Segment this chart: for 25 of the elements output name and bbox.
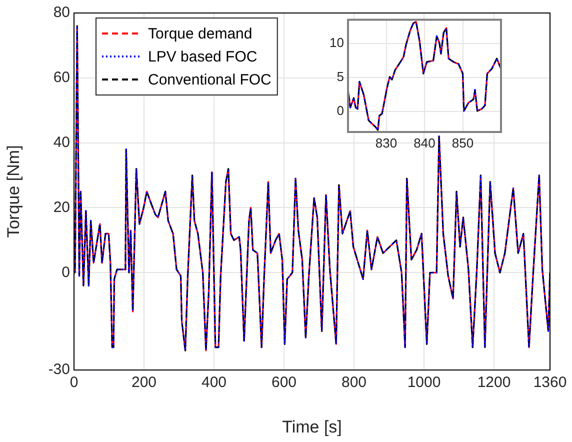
y-tick-label: 20 <box>53 198 70 216</box>
y-tick-label: 10 <box>330 35 344 50</box>
line-series <box>348 21 501 131</box>
y-tick-label: 60 <box>53 69 70 86</box>
x-tick-label: 830 <box>375 135 398 150</box>
y-tick-label: 0 <box>62 264 70 281</box>
y-axis-title: Torque [Nm] <box>4 145 23 238</box>
x-tick-label: 600 <box>271 374 297 392</box>
y-tick-label: 0 <box>336 103 344 118</box>
y-tick-label: 40 <box>53 134 70 151</box>
y-tick-label: -30 <box>48 361 70 378</box>
x-tick-label: 400 <box>201 374 227 392</box>
legend-label: LPV based FOC <box>148 48 258 66</box>
y-tick-label: 5 <box>336 69 344 84</box>
x-tick-label: 1000 <box>407 374 441 392</box>
x-tick-label: 850 <box>452 135 474 150</box>
x-axis-title: Time [s] <box>282 417 342 436</box>
x-tick-label: 1360 <box>533 374 567 392</box>
x-tick-label: 800 <box>341 374 367 392</box>
x-tick-label: 1200 <box>477 374 511 392</box>
x-tick-label: 840 <box>414 135 436 150</box>
legend-label: Conventional FOC <box>148 72 272 89</box>
y-tick-label: 80 <box>53 4 70 22</box>
legend-label: Torque demand <box>148 26 252 43</box>
x-tick-label: 200 <box>131 374 157 392</box>
